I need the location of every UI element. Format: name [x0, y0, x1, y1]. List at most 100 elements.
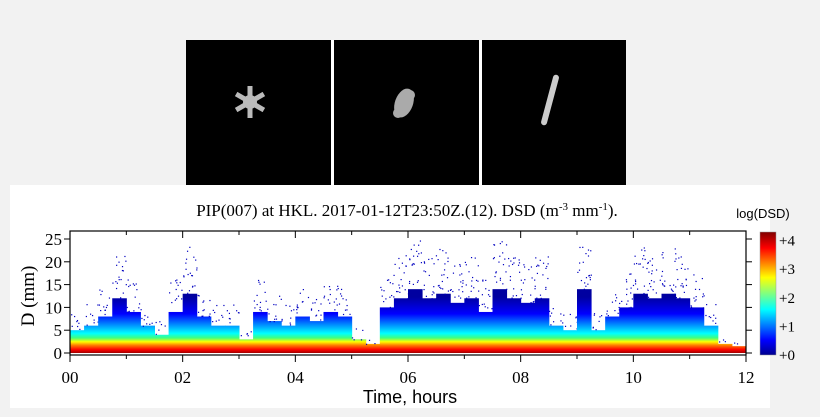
sparse-bin [176, 282, 178, 284]
sparse-bin [587, 249, 590, 251]
sparse-bin [229, 318, 231, 320]
sparse-bin [187, 273, 189, 276]
sparse-bin [498, 261, 500, 263]
sparse-bin [588, 274, 591, 277]
sparse-bin [337, 285, 339, 287]
sparse-bin [462, 282, 464, 284]
sparse-bin [229, 322, 231, 324]
sparse-bin [694, 300, 696, 302]
sparse-bin [584, 282, 586, 284]
sparse-bin [290, 317, 292, 319]
sparse-bin [122, 292, 124, 294]
sparse-bin [633, 263, 636, 265]
sparse-bin [401, 262, 403, 264]
sparse-bin [462, 291, 464, 293]
heatmap-column [182, 293, 198, 353]
sparse-bin [693, 274, 695, 276]
sparse-bin [423, 270, 425, 272]
sparse-bin [531, 277, 533, 279]
sparse-bin [91, 314, 94, 317]
sparse-bin [238, 312, 240, 314]
sparse-bin [155, 321, 157, 324]
sparse-bin [389, 296, 391, 298]
sparse-bin [398, 287, 401, 289]
sparse-bin [437, 285, 440, 287]
sparse-bin [702, 307, 705, 309]
heatmap-column [267, 321, 282, 353]
heatmap-column [436, 293, 451, 353]
heatmap-column [281, 325, 296, 353]
sparse-bin [289, 324, 292, 326]
sparse-bin [643, 292, 645, 295]
sparse-bin [202, 315, 204, 317]
sparse-bin [575, 317, 577, 319]
sparse-bin [528, 268, 530, 271]
sparse-bin [502, 264, 505, 266]
sparse-bin [545, 288, 547, 290]
sparse-bin [522, 282, 525, 284]
sparse-bin [483, 303, 485, 305]
sparse-bin [85, 315, 87, 318]
sparse-bin [472, 276, 474, 279]
sparse-bin [185, 262, 187, 264]
sparse-bin [257, 279, 260, 282]
sparse-bin [405, 255, 407, 257]
sparse-bin [194, 285, 196, 287]
sparse-bin [336, 289, 338, 291]
heatmap-column [295, 316, 310, 353]
sparse-bin [447, 290, 449, 292]
sparse-bin [438, 284, 440, 287]
sparse-bin [396, 290, 398, 293]
sparse-bin [672, 290, 674, 292]
sparse-bin [226, 310, 228, 312]
sparse-bin [381, 295, 383, 297]
sparse-bin [155, 333, 157, 335]
sparse-bin [340, 295, 343, 297]
sparse-bin [674, 248, 676, 250]
sparse-bin [685, 279, 687, 281]
sparse-bin [144, 314, 146, 317]
sparse-bin [523, 266, 526, 268]
sparse-bin [606, 313, 608, 315]
sparse-bin [682, 286, 684, 288]
heatmap-column [210, 325, 226, 353]
sparse-bin [532, 301, 534, 303]
sparse-bin [593, 314, 595, 316]
sparse-bin [310, 308, 313, 310]
sparse-bin [183, 275, 185, 277]
y-tick-label: 20 [45, 253, 62, 272]
sparse-bin [719, 341, 721, 343]
sparse-bin [702, 293, 704, 295]
sparse-bin [734, 342, 736, 344]
sparse-bin [133, 310, 135, 312]
sparse-bin [104, 313, 106, 316]
sparse-bin [365, 343, 368, 345]
sparse-bin [533, 300, 535, 303]
sparse-bin [491, 308, 493, 310]
sparse-bin [515, 295, 518, 297]
sparse-bin [461, 273, 463, 275]
sparse-bin [626, 281, 628, 283]
sparse-bin [607, 315, 609, 317]
sparse-bin [336, 304, 338, 306]
sparse-bin [188, 290, 191, 292]
sparse-bin [585, 285, 587, 287]
sparse-bin [547, 263, 549, 265]
sparse-bin [702, 296, 704, 298]
sparse-bin [530, 301, 532, 304]
sparse-bin [695, 280, 697, 283]
sparse-bin [662, 257, 664, 259]
sparse-bin [540, 297, 542, 299]
sparse-bin [536, 297, 538, 299]
sparse-bin [195, 259, 197, 261]
heatmap-column [633, 293, 648, 353]
sparse-bin [310, 309, 313, 311]
sparse-bin [103, 306, 105, 308]
sparse-bin [442, 250, 444, 252]
sparse-bin [635, 280, 637, 283]
sparse-bin [650, 279, 653, 282]
sparse-bin [508, 257, 510, 260]
sparse-bin [509, 279, 511, 281]
sparse-bin [539, 294, 542, 296]
